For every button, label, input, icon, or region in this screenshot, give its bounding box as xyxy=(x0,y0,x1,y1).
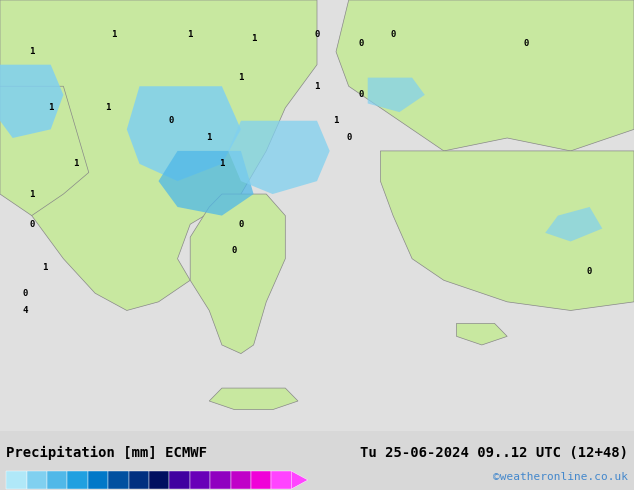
Text: 1: 1 xyxy=(74,159,79,169)
Text: 1: 1 xyxy=(207,133,212,143)
Text: 1: 1 xyxy=(48,103,53,112)
Polygon shape xyxy=(336,0,634,151)
Polygon shape xyxy=(209,388,298,410)
Polygon shape xyxy=(368,77,425,112)
Bar xyxy=(190,471,210,489)
Bar xyxy=(47,471,67,489)
Polygon shape xyxy=(380,151,634,311)
Text: 1: 1 xyxy=(188,30,193,39)
Polygon shape xyxy=(228,121,330,194)
Polygon shape xyxy=(292,471,308,489)
Text: 1: 1 xyxy=(251,34,256,43)
Polygon shape xyxy=(0,86,89,216)
Polygon shape xyxy=(456,323,507,345)
Bar xyxy=(149,471,169,489)
Text: 1: 1 xyxy=(112,30,117,39)
Text: 0: 0 xyxy=(359,90,364,99)
Text: 1: 1 xyxy=(333,116,339,125)
Bar xyxy=(108,471,129,489)
Text: 1: 1 xyxy=(105,103,110,112)
Bar xyxy=(67,471,88,489)
Polygon shape xyxy=(190,194,285,354)
Text: 0: 0 xyxy=(23,289,28,298)
Text: 1: 1 xyxy=(238,73,243,82)
Bar xyxy=(251,471,271,489)
Text: Tu 25-06-2024 09..12 UTC (12+48): Tu 25-06-2024 09..12 UTC (12+48) xyxy=(359,446,628,460)
Polygon shape xyxy=(0,0,317,311)
Bar xyxy=(27,471,47,489)
Text: 0: 0 xyxy=(232,245,237,255)
Text: Precipitation [mm] ECMWF: Precipitation [mm] ECMWF xyxy=(6,446,207,460)
Bar xyxy=(271,471,292,489)
Text: 0: 0 xyxy=(524,39,529,48)
Polygon shape xyxy=(0,65,63,138)
Text: 0: 0 xyxy=(391,30,396,39)
Text: ©weatheronline.co.uk: ©weatheronline.co.uk xyxy=(493,472,628,482)
Bar xyxy=(6,471,27,489)
Bar xyxy=(88,471,108,489)
Bar xyxy=(210,471,231,489)
Polygon shape xyxy=(545,207,602,242)
Text: 0: 0 xyxy=(359,39,364,48)
Text: 0: 0 xyxy=(314,30,320,39)
Text: 1: 1 xyxy=(29,47,34,56)
Text: 4: 4 xyxy=(23,306,28,315)
Text: 0: 0 xyxy=(29,220,34,229)
Polygon shape xyxy=(127,86,241,181)
Text: 0: 0 xyxy=(169,116,174,125)
Bar xyxy=(231,471,251,489)
Bar xyxy=(169,471,190,489)
Text: 1: 1 xyxy=(29,190,34,198)
Text: 1: 1 xyxy=(219,159,224,169)
Text: 0: 0 xyxy=(238,220,243,229)
Text: 0: 0 xyxy=(346,133,351,143)
Polygon shape xyxy=(158,151,254,216)
Text: 1: 1 xyxy=(42,263,47,272)
Bar xyxy=(129,471,149,489)
Text: 1: 1 xyxy=(314,82,320,91)
Text: 0: 0 xyxy=(587,267,592,276)
